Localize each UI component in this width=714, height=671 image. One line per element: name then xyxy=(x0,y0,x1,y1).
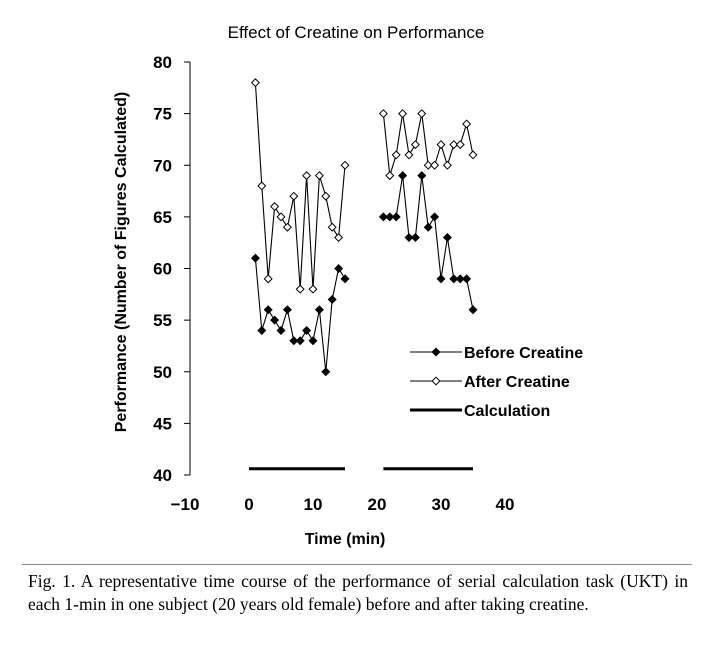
data-point xyxy=(327,222,337,232)
data-point xyxy=(295,284,305,294)
data-point xyxy=(436,274,446,284)
data-point xyxy=(417,171,427,181)
data-point xyxy=(468,305,478,315)
y-tick-label: 80 xyxy=(153,53,172,72)
x-tick-label: 10 xyxy=(304,495,323,514)
data-point xyxy=(289,336,299,346)
chart: Effect of Creatine on Performance Perfor… xyxy=(113,23,583,548)
x-tick-label: 30 xyxy=(432,495,451,514)
data-point xyxy=(404,233,414,243)
y-tick-label: 50 xyxy=(153,363,172,382)
data-point xyxy=(263,274,273,284)
data-point xyxy=(257,325,267,335)
legend-marker xyxy=(431,347,441,357)
data-point xyxy=(340,160,350,170)
y-tick-label: 75 xyxy=(153,105,172,124)
legend-label: After Creatine xyxy=(464,374,570,391)
data-point xyxy=(378,109,388,119)
data-point xyxy=(250,253,260,263)
data-point xyxy=(340,274,350,284)
data-point xyxy=(423,160,433,170)
data-point xyxy=(282,222,292,232)
series-layer xyxy=(249,78,478,471)
data-point xyxy=(295,336,305,346)
data-point xyxy=(442,160,452,170)
data-point xyxy=(282,305,292,315)
legend-label: Calculation xyxy=(464,403,550,420)
data-point xyxy=(462,274,472,284)
x-tick-label: 40 xyxy=(496,495,515,514)
data-point xyxy=(436,140,446,150)
y-tick-label: 40 xyxy=(153,466,172,485)
data-point xyxy=(417,109,427,119)
data-point xyxy=(404,150,414,160)
y-tick-label: 45 xyxy=(153,414,172,433)
data-point xyxy=(378,212,388,222)
data-point xyxy=(385,212,395,222)
legend-label: Before Creatine xyxy=(464,345,583,362)
figure-caption: Fig. 1. A representative time course of … xyxy=(28,571,688,614)
data-point xyxy=(455,140,465,150)
data-point xyxy=(449,274,459,284)
x-tick-label: 0 xyxy=(244,495,253,514)
data-point xyxy=(334,233,344,243)
series-line xyxy=(383,175,474,310)
data-point xyxy=(334,263,344,274)
data-point xyxy=(270,315,280,325)
data-point xyxy=(327,294,337,304)
legend: Before Creatine After Creatine Calculation xyxy=(410,345,583,420)
chart-title: Effect of Creatine on Performance xyxy=(228,23,485,42)
x-axis-label: Time (min) xyxy=(305,531,386,548)
data-point xyxy=(410,140,420,150)
data-point xyxy=(468,150,478,160)
data-point xyxy=(302,171,312,181)
series-before-creatine xyxy=(250,171,478,377)
y-tick-label: 65 xyxy=(153,208,172,227)
data-point xyxy=(410,233,420,243)
legend-marker xyxy=(431,376,441,386)
data-point xyxy=(289,191,299,201)
caption-divider xyxy=(22,564,692,565)
data-point xyxy=(257,181,267,191)
x-tick-label: 20 xyxy=(368,495,387,514)
data-point xyxy=(321,191,331,201)
data-point xyxy=(449,140,459,150)
y-tick-label: 70 xyxy=(153,156,172,175)
data-point xyxy=(385,171,395,181)
data-point xyxy=(270,202,280,212)
data-point xyxy=(314,305,324,315)
y-axis-label: Performance (Number of Figures Calculate… xyxy=(113,92,130,433)
series-line xyxy=(254,82,346,290)
y-tick-label: 55 xyxy=(153,311,172,330)
data-point xyxy=(455,274,465,284)
data-point xyxy=(302,325,312,335)
data-point xyxy=(276,325,286,335)
x-tick-label: −10 xyxy=(171,495,200,514)
data-point xyxy=(398,109,408,119)
data-point xyxy=(321,367,331,377)
data-point xyxy=(430,160,440,170)
data-point xyxy=(276,212,286,222)
data-point xyxy=(398,171,408,181)
series-after-creatine xyxy=(250,78,478,294)
y-tick-label: 60 xyxy=(153,260,172,279)
data-point xyxy=(423,222,433,232)
data-point xyxy=(250,78,260,88)
data-point xyxy=(263,305,273,315)
data-point xyxy=(442,233,452,243)
data-point xyxy=(314,171,324,181)
data-point xyxy=(462,119,472,129)
data-point xyxy=(308,336,318,346)
data-point xyxy=(391,212,401,222)
data-point xyxy=(391,150,401,160)
data-point xyxy=(430,212,440,222)
y-ticks: 40 45 50 55 60 65 70 75 80 xyxy=(153,53,190,485)
data-point xyxy=(308,284,318,294)
x-ticks: −10 0 10 20 30 40 xyxy=(171,495,515,514)
